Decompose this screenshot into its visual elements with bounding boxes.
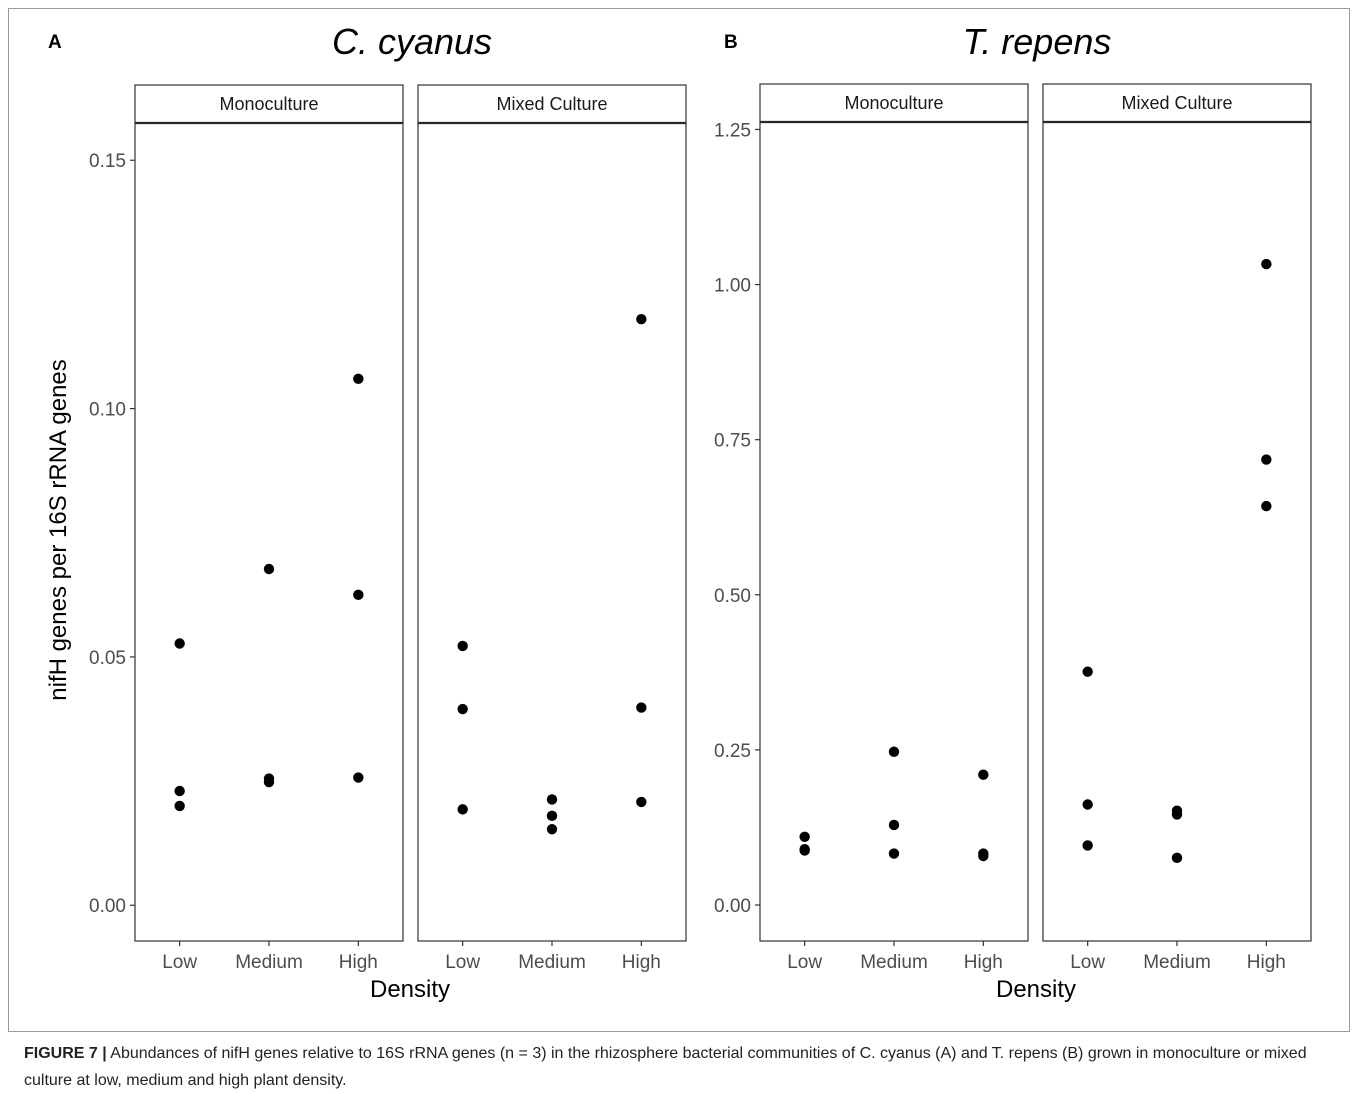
data-point — [457, 640, 468, 652]
data-point — [799, 831, 810, 842]
x-tick-label: High — [622, 952, 661, 973]
data-point — [546, 810, 558, 822]
y-tick-label: 0.10 — [89, 400, 126, 421]
data-point — [263, 776, 275, 788]
data-point — [636, 796, 647, 808]
y-tick-label: 1.25 — [714, 120, 751, 141]
x-tick-label: Low — [445, 952, 480, 973]
facet-strip — [134, 84, 404, 124]
y-tick-label: 0.00 — [714, 896, 751, 917]
x-tick-label: High — [964, 952, 1003, 973]
data-point — [174, 800, 185, 812]
data-point — [799, 845, 810, 856]
data-point — [978, 850, 989, 862]
data-point — [174, 638, 185, 649]
facet-strip — [417, 84, 687, 124]
x-tick-label: Medium — [860, 952, 928, 973]
x-tick-label: Medium — [1143, 952, 1211, 973]
x-axis-label: Density — [370, 976, 450, 1003]
data-point — [978, 769, 989, 780]
data-point — [1082, 666, 1093, 677]
data-point — [353, 772, 364, 783]
y-tick-label: 0.00 — [89, 896, 126, 917]
y-axis-label: nifH genes per 16S rRNA genes — [45, 359, 72, 701]
figure-caption: FIGURE 7 | Abundances of nifH genes rela… — [24, 1040, 1334, 1094]
figure-frame — [8, 8, 1350, 1032]
data-point — [888, 848, 900, 859]
data-point — [263, 563, 275, 575]
data-point — [1171, 852, 1183, 864]
facet-label: Monoculture — [219, 94, 318, 114]
data-point — [353, 589, 364, 601]
data-point — [1261, 500, 1272, 512]
y-tick-label: 1.00 — [714, 276, 751, 297]
data-point — [636, 313, 647, 325]
data-point — [457, 703, 468, 715]
x-tick-label: Medium — [518, 952, 586, 973]
facet-label: Monoculture — [844, 93, 943, 113]
data-point — [1171, 809, 1183, 820]
x-tick-label: High — [339, 952, 378, 973]
facet-panel — [759, 121, 1029, 942]
facet-label: Mixed Culture — [1121, 93, 1232, 113]
caption-text: Abundances of nifH genes relative to 16S… — [24, 1045, 1307, 1089]
figure-chart-canvas: A C. cyanus 0.00 0.05 0.10 0.15 Monoculture Low… — [45, 21, 1312, 1003]
data-point — [174, 785, 185, 797]
y-tick-label: 0.15 — [89, 151, 126, 172]
panel-label-b: B — [724, 32, 738, 53]
x-tick-label: Low — [162, 952, 197, 973]
y-tick-label: 0.75 — [714, 431, 751, 452]
y-tick-label: 0.05 — [89, 648, 126, 669]
facet-panel — [134, 122, 404, 942]
data-point — [1082, 840, 1093, 851]
x-tick-label: Medium — [235, 952, 303, 973]
data-point — [1261, 454, 1272, 465]
chart-title: C. cyanus — [332, 21, 492, 62]
facet-strip — [759, 83, 1029, 123]
data-point — [546, 794, 558, 805]
data-point — [457, 804, 468, 815]
data-point — [1261, 258, 1272, 270]
x-tick-label: High — [1247, 952, 1286, 973]
data-point — [546, 824, 558, 835]
y-tick-label: 0.25 — [714, 741, 751, 762]
x-axis-label: Density — [996, 976, 1076, 1003]
facet-label: Mixed Culture — [496, 94, 607, 114]
panel-label-a: A — [48, 32, 62, 53]
x-tick-label: Low — [787, 952, 822, 973]
caption-label: FIGURE 7 | — [24, 1045, 107, 1062]
data-point — [353, 373, 364, 384]
chart-title: T. repens — [963, 21, 1112, 62]
data-point — [888, 819, 900, 831]
data-point — [1082, 799, 1093, 810]
x-tick-label: Low — [1070, 952, 1105, 973]
data-point — [888, 746, 900, 757]
y-tick-label: 0.50 — [714, 586, 751, 607]
data-point — [636, 702, 647, 713]
